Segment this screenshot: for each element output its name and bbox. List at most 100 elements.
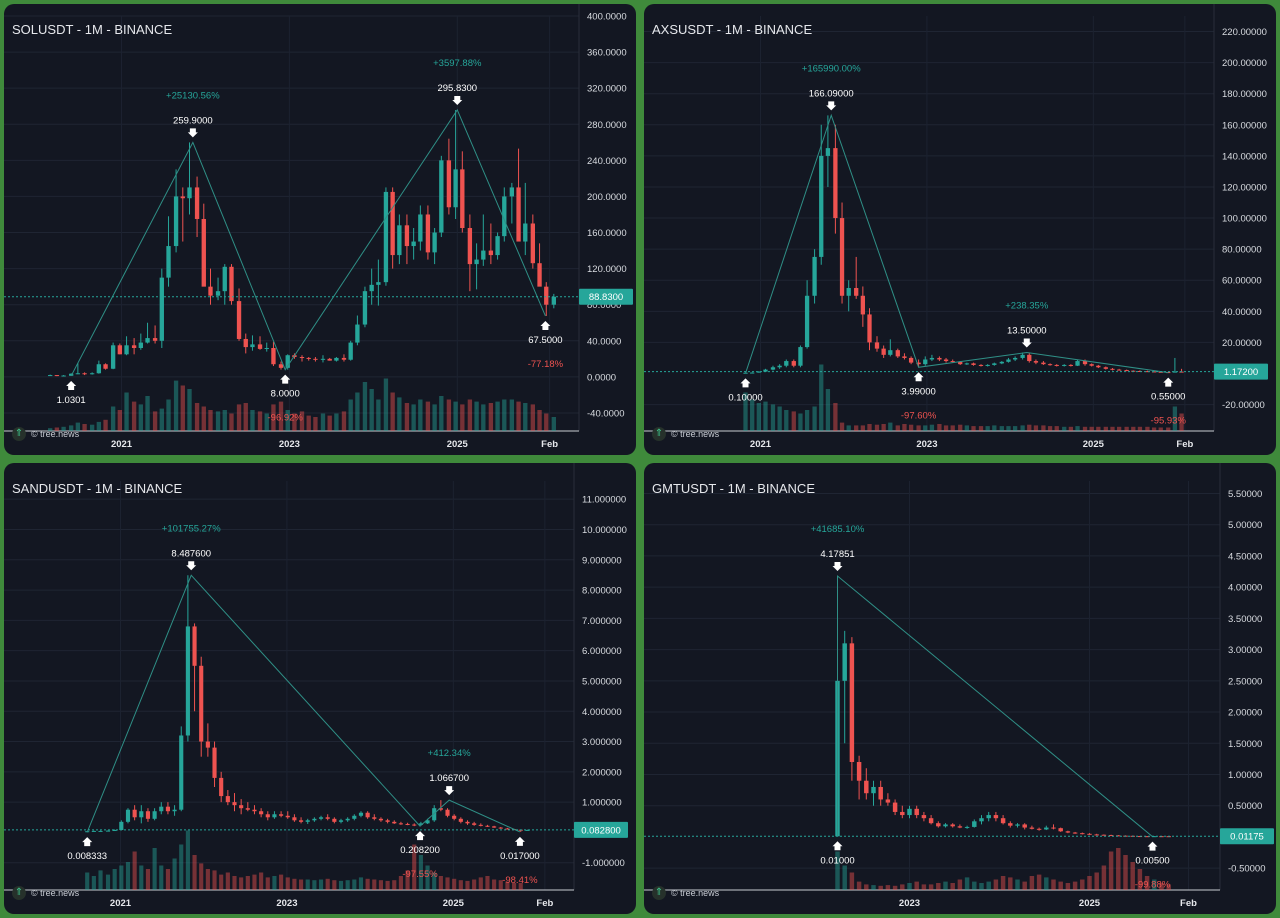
volume-bar xyxy=(385,880,390,890)
volume-bar xyxy=(75,422,81,431)
volume-bar xyxy=(950,425,955,431)
candle-body xyxy=(505,828,510,830)
volume-bar xyxy=(318,879,324,890)
volume-bar xyxy=(279,874,284,890)
candle-body xyxy=(1094,834,1099,836)
candle-body xyxy=(313,358,318,360)
volume-bar xyxy=(750,399,755,431)
volume-bar xyxy=(325,878,330,890)
y-tick-label: 160.0000 xyxy=(587,228,627,239)
swing-line xyxy=(70,108,546,377)
volume-bar xyxy=(964,877,970,890)
volume-bar xyxy=(756,403,761,431)
volume-bar xyxy=(292,878,297,890)
candle-body xyxy=(432,232,437,253)
volume-bar xyxy=(1151,427,1157,431)
candle-body xyxy=(125,809,131,822)
x-tick-label: Feb xyxy=(541,439,558,450)
down-arrow-icon xyxy=(444,786,455,796)
watermark: ⇑ © tree.news xyxy=(12,427,79,441)
volume-bar xyxy=(117,410,123,431)
swing-price-label: 0.208200 xyxy=(400,845,440,856)
volume-bar xyxy=(105,874,111,890)
y-tick-label: 2.00000 xyxy=(1228,708,1262,719)
candle-body xyxy=(523,223,528,242)
volume-bar xyxy=(131,401,137,431)
volume-bar xyxy=(1152,879,1157,890)
candle-body xyxy=(936,823,941,827)
volume-bar xyxy=(878,885,883,890)
volume-bar xyxy=(103,419,108,431)
y-tick-label: 1.00000 xyxy=(1228,770,1262,781)
volume-bar xyxy=(138,404,143,431)
volume-bar xyxy=(530,404,536,431)
candle-body xyxy=(478,824,483,826)
candle-body xyxy=(798,347,803,366)
y-tick-label: 5.50000 xyxy=(1228,489,1262,500)
x-tick-label: 2025 xyxy=(443,898,465,909)
candle-body xyxy=(472,823,477,825)
current-price-tag xyxy=(579,288,633,305)
x-tick-label: Feb xyxy=(1180,898,1197,909)
volume-bar xyxy=(187,389,192,431)
candle-body xyxy=(856,761,862,781)
volume-bar xyxy=(327,415,332,431)
candle-body xyxy=(411,241,416,247)
candle-body xyxy=(452,815,457,819)
candle-body xyxy=(145,811,151,819)
candle-body xyxy=(318,817,324,819)
candle-body xyxy=(264,348,269,349)
candle-body xyxy=(950,361,955,363)
volume-bar xyxy=(312,880,317,890)
volume-bar xyxy=(502,399,507,431)
volume-bar xyxy=(259,872,264,890)
candle-body xyxy=(362,291,368,325)
candle-body xyxy=(305,820,310,822)
volume-bar xyxy=(551,417,556,431)
volume-bar xyxy=(908,424,914,431)
volume-bar xyxy=(1020,425,1025,431)
candle-body xyxy=(187,187,192,199)
candle-body xyxy=(159,277,164,341)
candle-body xyxy=(292,817,297,821)
volume-bar xyxy=(145,396,150,431)
candle-body xyxy=(405,823,410,825)
candle-body xyxy=(516,187,521,242)
volume-bar xyxy=(481,404,486,431)
candle-body xyxy=(1020,354,1025,358)
candle-body xyxy=(425,214,431,253)
y-tick-label: 180.00000 xyxy=(1222,89,1267,100)
volume-bar xyxy=(1087,876,1092,890)
volume-bar xyxy=(432,872,437,890)
candle-body xyxy=(1041,362,1046,365)
candle-body xyxy=(124,345,129,355)
volume-bar xyxy=(1000,876,1006,890)
volume-bar xyxy=(257,411,263,431)
volume-bar xyxy=(1103,426,1108,431)
volume-bar xyxy=(61,426,66,431)
volume-bar xyxy=(798,413,803,431)
y-tick-label: 6.000000 xyxy=(582,646,622,657)
volume-bar xyxy=(166,399,171,431)
candle-body xyxy=(1151,371,1157,373)
volume-bar xyxy=(438,876,443,890)
candle-body xyxy=(398,823,403,825)
volume-bar xyxy=(47,428,53,431)
volume-bar xyxy=(285,410,290,431)
swing-percent-label: +3597.88% xyxy=(433,58,482,69)
y-tick-label: 120.0000 xyxy=(587,264,627,275)
swing-price-label: 259.9000 xyxy=(173,115,213,126)
candle-body xyxy=(964,826,970,828)
volume-bar xyxy=(871,885,876,890)
volume-bar xyxy=(285,877,290,890)
swing-percent-label: -97.55% xyxy=(402,869,438,880)
volume-bar xyxy=(212,870,217,890)
candle-body xyxy=(75,373,81,375)
candle-body xyxy=(885,799,891,803)
candle-body xyxy=(355,324,360,343)
volume-bar xyxy=(846,425,851,431)
candle-body xyxy=(937,357,942,360)
volume-bar xyxy=(1047,426,1053,431)
candle-body xyxy=(199,665,204,742)
y-tick-label: 11.000000 xyxy=(582,495,626,506)
